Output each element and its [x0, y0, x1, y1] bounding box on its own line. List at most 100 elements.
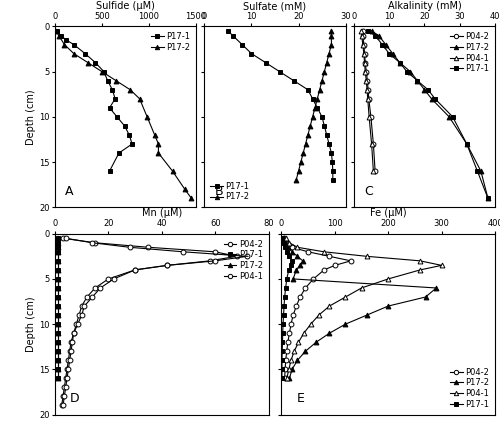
P04-2 — [302, 285, 308, 291]
P17-2 — [485, 196, 491, 201]
P04-2 — [372, 168, 378, 174]
P04-1 — [62, 235, 68, 241]
P17-2 — [314, 96, 320, 101]
P04-1 — [62, 385, 68, 390]
Y-axis label: Depth (cm): Depth (cm) — [26, 89, 36, 145]
P17-2 — [326, 331, 332, 336]
P04-1 — [316, 312, 322, 318]
P17-1 — [122, 123, 128, 129]
P17-1 — [279, 358, 285, 363]
P04-2 — [326, 254, 332, 259]
P04-1 — [110, 276, 116, 282]
P04-2 — [288, 321, 294, 327]
P04-1 — [68, 348, 74, 354]
P04-1 — [366, 114, 372, 120]
P17-2 — [53, 28, 59, 34]
P17-1 — [114, 114, 120, 120]
P04-2 — [60, 235, 66, 241]
P17-2 — [368, 28, 374, 34]
P17-1 — [262, 60, 268, 65]
Line: P17-1: P17-1 — [226, 29, 336, 183]
P04-2 — [64, 367, 70, 372]
P17-1 — [310, 96, 316, 101]
P17-2 — [99, 69, 105, 74]
P17-1 — [54, 258, 60, 264]
Line: P04-1: P04-1 — [358, 29, 376, 174]
P17-2 — [54, 367, 60, 372]
P17-1 — [54, 348, 60, 354]
P17-1 — [54, 285, 60, 291]
P04-1 — [127, 245, 133, 250]
P17-1 — [305, 87, 311, 93]
P04-1 — [164, 263, 170, 268]
P17-2 — [422, 87, 428, 93]
P04-2 — [289, 245, 295, 250]
P17-2 — [294, 267, 300, 273]
P04-1 — [291, 348, 297, 354]
P17-1 — [284, 249, 290, 254]
P17-1 — [54, 245, 60, 250]
P17-1 — [106, 105, 112, 110]
P17-2 — [286, 376, 292, 381]
P17-2 — [54, 348, 60, 354]
Line: P17-1: P17-1 — [55, 236, 60, 381]
P17-1 — [58, 33, 64, 38]
P04-2 — [368, 114, 374, 120]
P04-1 — [66, 367, 71, 372]
P04-1 — [301, 331, 307, 336]
P04-1 — [64, 376, 70, 381]
P17-1 — [54, 295, 60, 300]
P17-1 — [54, 240, 60, 245]
Line: P17-2: P17-2 — [282, 236, 438, 381]
P04-2 — [66, 358, 71, 363]
P17-1 — [328, 150, 334, 156]
P17-1 — [54, 321, 60, 327]
P17-1 — [282, 295, 288, 300]
Legend: P17-1, P17-2: P17-1, P17-2 — [208, 180, 251, 203]
P17-2 — [310, 114, 316, 120]
P04-1 — [364, 254, 370, 259]
P04-2 — [92, 240, 98, 245]
P17-1 — [280, 240, 286, 245]
P04-1 — [361, 51, 367, 56]
P17-1 — [280, 235, 285, 241]
P04-2 — [106, 276, 112, 282]
P17-1 — [54, 267, 60, 273]
P04-2 — [370, 141, 376, 146]
P17-1 — [474, 168, 480, 174]
P17-1 — [279, 376, 285, 381]
Line: P17-1: P17-1 — [54, 29, 134, 174]
P04-1 — [364, 87, 370, 93]
P17-1 — [54, 235, 60, 241]
P04-1 — [284, 376, 290, 381]
P04-1 — [286, 367, 292, 372]
P04-1 — [308, 321, 314, 327]
P04-1 — [368, 141, 374, 146]
Text: C: C — [364, 185, 372, 198]
P04-2 — [60, 394, 66, 399]
P04-2 — [366, 96, 372, 101]
P04-2 — [146, 245, 152, 250]
P17-2 — [428, 96, 434, 101]
P17-2 — [85, 60, 91, 65]
P17-2 — [313, 340, 319, 345]
P17-2 — [54, 358, 60, 363]
Line: P04-1: P04-1 — [283, 236, 444, 381]
P17-2 — [54, 249, 60, 254]
P04-1 — [70, 331, 76, 336]
P17-1 — [248, 51, 254, 56]
P04-2 — [281, 235, 287, 241]
P17-2 — [62, 42, 68, 47]
P17-2 — [464, 141, 470, 146]
P17-2 — [156, 141, 162, 146]
P17-2 — [376, 33, 382, 38]
P17-2 — [188, 196, 194, 201]
P17-2 — [54, 376, 60, 381]
P04-1 — [417, 258, 423, 264]
P17-1 — [54, 303, 60, 309]
P17-2 — [54, 267, 60, 273]
Text: A: A — [65, 185, 74, 198]
P04-1 — [296, 340, 302, 345]
P17-1 — [54, 358, 60, 363]
P04-2 — [74, 321, 80, 327]
